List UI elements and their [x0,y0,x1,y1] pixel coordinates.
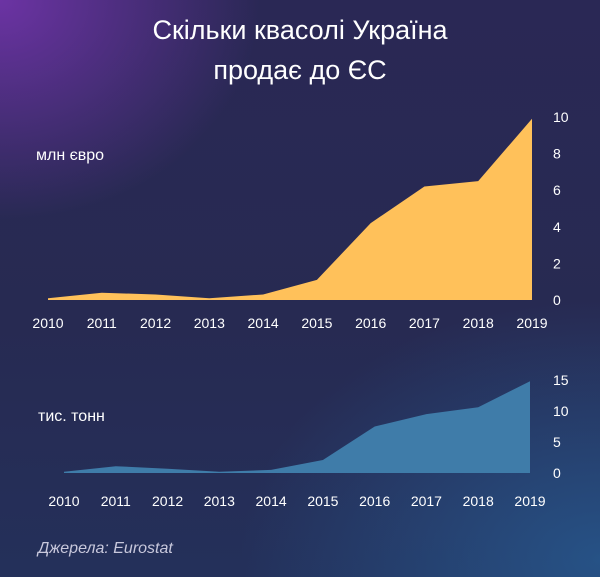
area-series-1 [64,381,530,473]
area-series-0 [48,118,532,300]
x-tick-label: 2019 [516,315,547,331]
y-tick-label: 6 [553,182,561,198]
y-tick-label: 5 [553,434,561,450]
x-tick-label: 2015 [301,315,332,331]
x-tick-label: 2017 [411,493,442,509]
volume-chart: 2010 2011 2012 2013 2014 2015 2016 2017 2018 2019… [38,372,569,509]
y-tick-label: 8 [553,146,561,162]
y-tick-label: 0 [553,465,561,481]
x-tick-label: 2011 [101,493,131,509]
x-tick-label: 2010 [48,493,79,509]
axis-unit-label: тис. тонн [38,408,105,425]
x-tick-label: 2016 [355,315,386,331]
axis-unit-label: млн євро [36,147,104,164]
x-tick-label: 2011 [87,315,117,331]
x-tick-label: 2013 [204,493,235,509]
y-tick-label: 2 [553,255,561,271]
x-tick-label: 2013 [194,315,225,331]
x-tick-label: 2012 [152,493,183,509]
x-tick-label: 2012 [140,315,171,331]
x-tick-label: 2014 [248,315,279,331]
value-chart: 2010 2011 2012 2013 2014 2015 2016 2017 2018 2019… [32,109,568,331]
x-tick-label: 2017 [409,315,440,331]
x-tick-label: 2019 [514,493,545,509]
x-tick-label: 2014 [256,493,287,509]
x-tick-label: 2015 [307,493,338,509]
y-tick-label: 4 [553,219,561,235]
y-tick-label: 0 [553,292,561,308]
x-tick-label: 2018 [463,315,494,331]
y-tick-label: 10 [553,109,569,125]
chart-title: Скільки квасолі Україна продає до ЄС [0,10,600,90]
source-note: Джерела: Eurostat [38,540,173,557]
x-tick-label: 2010 [32,315,63,331]
title-line-2: продає до ЄС [213,55,387,85]
y-tick-label: 10 [553,403,569,419]
x-tick-label: 2018 [463,493,494,509]
title-line-1: Скільки квасолі Україна [152,15,448,45]
y-tick-label: 15 [553,372,569,388]
x-tick-label: 2016 [359,493,390,509]
